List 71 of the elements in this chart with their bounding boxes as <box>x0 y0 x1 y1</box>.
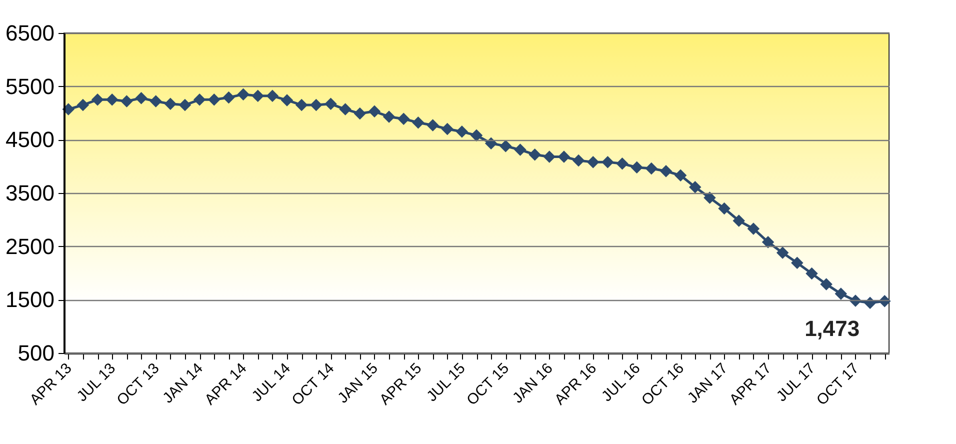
x-tick-label: JAN 15 <box>334 360 382 407</box>
point <box>747 222 760 235</box>
point <box>368 105 381 118</box>
point <box>514 144 526 156</box>
y-tick-label: 4500 <box>6 127 54 152</box>
point <box>543 150 556 163</box>
x-tick-label: JUL 13 <box>74 360 119 406</box>
point <box>602 156 614 168</box>
point <box>674 169 687 182</box>
x-tick-label: JUL 14 <box>248 360 294 406</box>
y-tick-label: 1500 <box>6 287 54 312</box>
point <box>164 98 177 110</box>
point <box>76 98 90 112</box>
x-tick-label: JAN 14 <box>160 360 206 407</box>
point <box>660 165 672 178</box>
x-tick-label: JUL 17 <box>773 360 819 406</box>
y-tick-label: 500 <box>18 340 54 366</box>
point <box>280 94 294 106</box>
point <box>295 98 308 112</box>
point <box>150 95 162 108</box>
point <box>382 110 396 123</box>
point <box>237 88 250 100</box>
point <box>412 116 424 129</box>
point <box>645 162 658 175</box>
point <box>324 98 337 110</box>
x-tick-label: JAN 16 <box>509 360 556 407</box>
data-label: 1,473 <box>804 316 860 342</box>
point <box>339 103 352 116</box>
point <box>91 94 104 106</box>
point <box>718 202 730 215</box>
point <box>252 90 264 102</box>
point <box>616 158 628 170</box>
point <box>528 148 541 161</box>
point <box>586 156 600 168</box>
point <box>441 122 454 136</box>
point <box>470 129 483 142</box>
point <box>120 95 133 108</box>
point <box>178 98 192 112</box>
y-tick-label: 5500 <box>6 74 54 99</box>
point <box>630 161 643 174</box>
point <box>106 94 118 106</box>
point <box>222 91 235 104</box>
point <box>732 214 745 227</box>
y-tick-label: 3500 <box>6 180 54 206</box>
point <box>834 288 848 300</box>
point <box>689 181 702 194</box>
point <box>426 119 439 132</box>
point <box>572 154 585 167</box>
point <box>310 98 322 112</box>
x-tick-label: JAN 17 <box>684 360 732 407</box>
point <box>208 94 220 106</box>
x-tick-label: JUL 16 <box>598 360 644 406</box>
point <box>266 90 279 102</box>
point <box>762 236 774 248</box>
point <box>397 112 410 125</box>
y-tick-label: 2500 <box>6 234 54 259</box>
point <box>558 150 570 163</box>
point <box>864 296 876 309</box>
point <box>776 246 789 259</box>
point <box>484 137 498 150</box>
x-tick-label: JUL 15 <box>424 360 469 406</box>
point <box>193 94 206 106</box>
point <box>806 267 818 280</box>
point <box>354 107 366 120</box>
y-tick-label: 6500 <box>6 20 54 46</box>
point <box>456 126 468 138</box>
point <box>791 256 804 269</box>
point <box>704 192 716 204</box>
point <box>820 278 832 290</box>
point <box>135 92 148 104</box>
point <box>500 140 512 152</box>
